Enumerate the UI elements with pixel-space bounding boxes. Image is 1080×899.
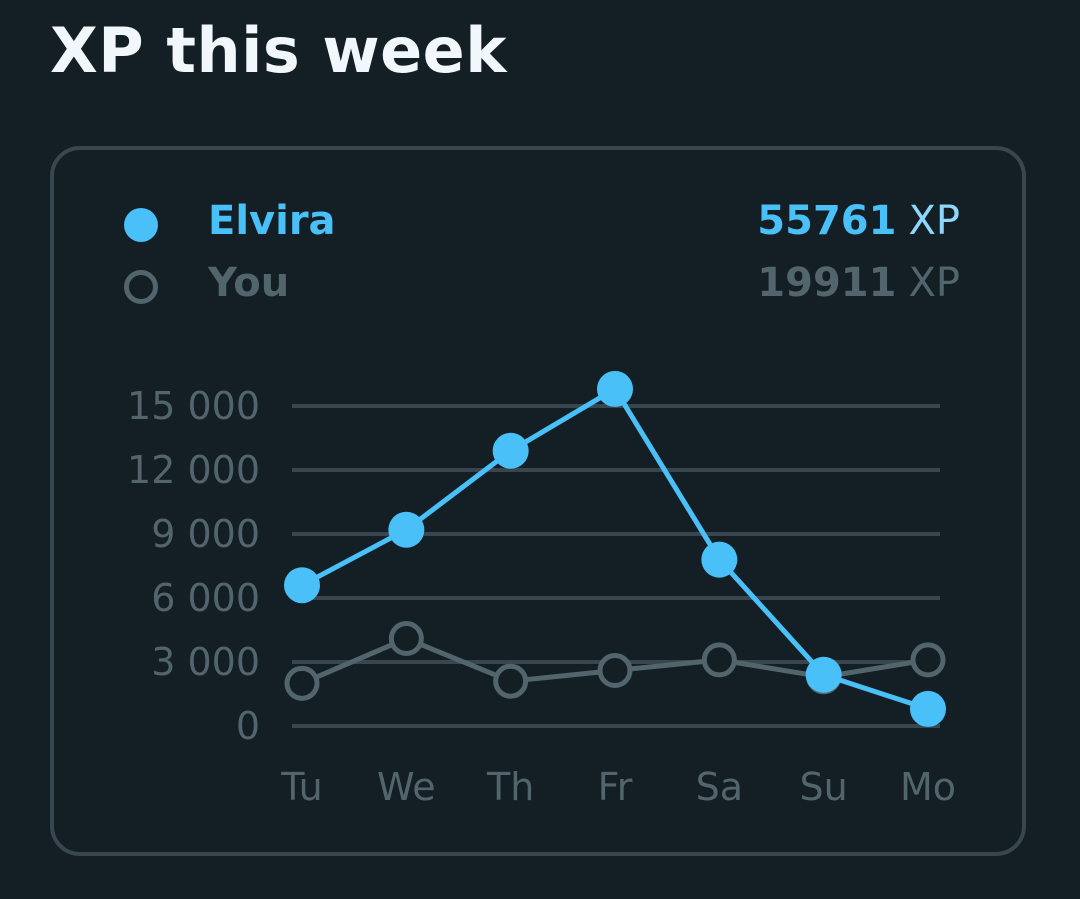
x-tick-label: Fr <box>598 765 633 809</box>
data-point-you <box>701 642 737 678</box>
page-title: XP this week <box>50 14 507 87</box>
data-point-elvira <box>492 432 529 469</box>
legend-total-unit: XP <box>908 260 960 306</box>
x-tick-label: Mo <box>900 765 956 809</box>
legend-total-value: 19911 <box>757 260 897 306</box>
legend-total: 55761 XP <box>757 198 960 244</box>
legend-total-unit: XP <box>908 198 960 244</box>
legend-name: You <box>208 260 290 306</box>
data-point-you <box>910 642 946 678</box>
data-point-you <box>388 621 424 657</box>
data-point-elvira <box>388 511 425 548</box>
x-tick-label: We <box>377 765 436 809</box>
legend-total: 19911 XP <box>757 260 960 306</box>
y-tick-label: 3 000 <box>151 640 260 684</box>
data-point-elvira <box>701 541 738 578</box>
y-tick-label: 6 000 <box>151 576 260 620</box>
legend-item-you[interactable]: You 19911 XP <box>120 256 960 316</box>
data-point-elvira <box>910 690 946 727</box>
x-tick-label: Su <box>800 765 848 809</box>
data-point-you <box>284 665 320 701</box>
y-tick-label: 9 000 <box>151 512 260 556</box>
hollow-dot-icon <box>124 270 158 304</box>
y-tick-label: 0 <box>236 704 260 748</box>
x-tick-label: Sa <box>696 765 743 809</box>
filled-dot-icon <box>124 208 158 242</box>
legend-total-value: 55761 <box>757 198 897 244</box>
y-tick-label: 15 000 <box>127 384 260 428</box>
data-point-you <box>597 653 633 689</box>
legend-item-elvira[interactable]: Elvira 55761 XP <box>120 194 960 254</box>
x-tick-label: Th <box>486 765 534 809</box>
xp-chart-card: Elvira 55761 XP You 19911 XP <box>50 146 1026 856</box>
y-tick-label: 12 000 <box>127 448 260 492</box>
data-point-elvira <box>284 567 320 604</box>
data-point-elvira <box>805 656 842 693</box>
data-point-you <box>493 663 529 699</box>
x-tick-label: Tu <box>280 765 323 809</box>
legend-name: Elvira <box>208 198 336 244</box>
data-point-elvira <box>597 370 633 407</box>
